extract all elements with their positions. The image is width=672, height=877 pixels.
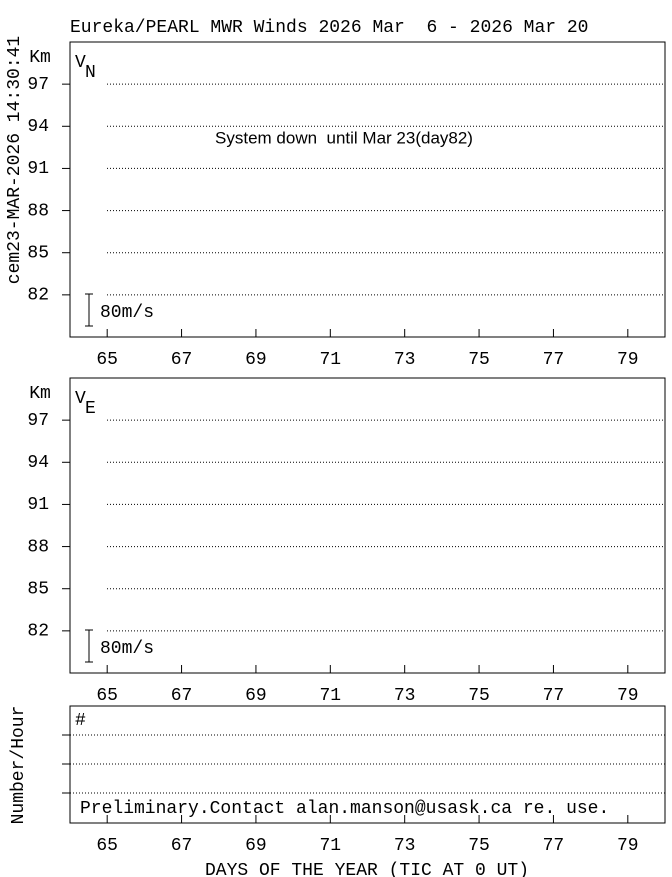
panel-subscript: N — [85, 63, 96, 83]
x-tick-label: 69 — [245, 350, 267, 370]
y-tick-label: 82 — [27, 286, 49, 306]
x-tick-label: 71 — [320, 350, 342, 370]
x-axis-label: DAYS OF THE YEAR (TIC AT 0 UT) — [205, 861, 529, 877]
x-tick-label: 71 — [320, 686, 342, 706]
x-tick-label: 69 — [245, 686, 267, 706]
y-tick-label: 91 — [27, 159, 49, 179]
x-tick-label: 69 — [245, 836, 267, 856]
x-tick-label: 73 — [394, 350, 416, 370]
x-tick-label: 65 — [96, 350, 118, 370]
x-tick-label: 67 — [171, 350, 193, 370]
y-axis-unit: Km — [29, 48, 51, 68]
x-tick-label: 75 — [468, 350, 490, 370]
x-tick-label: 65 — [96, 836, 118, 856]
panel-label: # — [75, 711, 86, 731]
y-tick-label: 85 — [27, 243, 49, 263]
y-tick-label: 94 — [27, 117, 49, 137]
y-tick-label: 85 — [27, 579, 49, 599]
x-tick-label: 79 — [617, 350, 639, 370]
chart-title: Eureka/PEARL MWR Winds 2026 Mar 6 - 2026… — [70, 18, 588, 38]
scale-label: 80m/s — [100, 303, 154, 323]
y-tick-label: 88 — [27, 537, 49, 557]
panel-subscript: E — [85, 399, 96, 419]
x-tick-label: 67 — [171, 686, 193, 706]
plot-frame — [69, 377, 666, 674]
y-tick-label: 97 — [27, 75, 49, 95]
y-axis-unit: Km — [29, 384, 51, 404]
scale-label: 80m/s — [100, 639, 154, 659]
plot-frame — [69, 705, 666, 824]
x-tick-label: 75 — [468, 686, 490, 706]
y-axis-label: Number/Hour — [9, 706, 29, 825]
timestamp: cem23-MAR-2026 14:30:41 — [5, 36, 25, 284]
y-tick-label: 91 — [27, 495, 49, 515]
x-tick-label: 77 — [543, 350, 565, 370]
x-tick-label: 73 — [394, 686, 416, 706]
panel-label: V — [75, 53, 86, 73]
annotation: System down until Mar 23(day82) — [215, 128, 473, 147]
x-tick-label: 65 — [96, 686, 118, 706]
y-tick-label: 94 — [27, 453, 49, 473]
x-tick-label: 77 — [543, 686, 565, 706]
x-tick-label: 79 — [617, 836, 639, 856]
panel-label: V — [75, 389, 86, 409]
y-tick-label: 88 — [27, 201, 49, 221]
y-tick-label: 97 — [27, 411, 49, 431]
y-tick-label: 82 — [27, 622, 49, 642]
x-tick-label: 73 — [394, 836, 416, 856]
x-tick-label: 75 — [468, 836, 490, 856]
plot-frame — [69, 41, 666, 338]
annotation: Preliminary.Contact alan.manson@usask.ca… — [80, 799, 609, 819]
x-tick-label: 67 — [171, 836, 193, 856]
x-tick-label: 71 — [320, 836, 342, 856]
x-tick-label: 79 — [617, 686, 639, 706]
x-tick-label: 77 — [543, 836, 565, 856]
